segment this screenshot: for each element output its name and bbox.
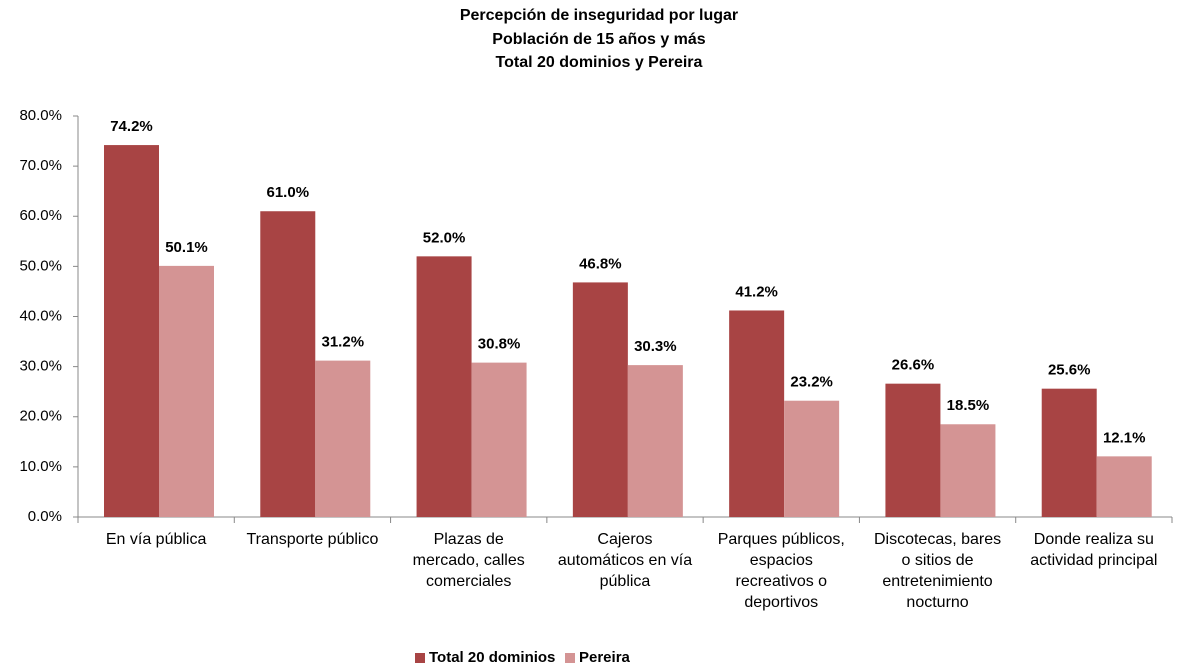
- bar: [572, 282, 628, 517]
- bar: [416, 256, 472, 517]
- data-label: 25.6%: [1048, 362, 1091, 379]
- chart-subtitle: Población de 15 años y más: [492, 31, 706, 48]
- bar: [627, 365, 683, 517]
- chart-subtitle: Total 20 dominios y Pereira: [496, 54, 703, 71]
- x-tick-label: Transporte público: [246, 531, 379, 548]
- y-tick-label: 50.0%: [19, 257, 62, 274]
- bar: [940, 424, 996, 517]
- x-tick-label: En vía pública: [105, 531, 207, 548]
- data-label: 46.8%: [579, 255, 622, 272]
- bar: [104, 145, 159, 517]
- y-tick-label: 10.0%: [19, 458, 62, 475]
- x-tick-label: Donde realiza su actividad principal: [1030, 531, 1158, 569]
- legend-label: Pereira: [579, 649, 631, 666]
- legend-label: Total 20 dominios: [429, 649, 555, 666]
- data-label: 26.6%: [892, 357, 935, 374]
- data-label: 12.1%: [1103, 429, 1146, 446]
- data-label: 18.5%: [947, 397, 990, 414]
- bar: [1096, 456, 1152, 517]
- x-tick-label: Parques públicos, espacios recreativos o…: [717, 531, 845, 611]
- bar: [729, 310, 785, 517]
- data-label: 30.8%: [478, 336, 521, 353]
- y-tick-label: 0.0%: [28, 508, 62, 525]
- data-label: 52.0%: [423, 229, 466, 246]
- legend-swatch: [565, 653, 575, 663]
- y-tick-label: 30.0%: [19, 358, 62, 375]
- y-tick-label: 20.0%: [19, 408, 62, 425]
- legend-swatch: [415, 653, 425, 663]
- bar: [885, 383, 941, 517]
- bar: [315, 360, 371, 517]
- y-tick-label: 40.0%: [19, 307, 62, 324]
- bar: [471, 362, 527, 517]
- chart-title: Percepción de inseguridad por lugar: [460, 7, 738, 24]
- bar: [784, 400, 840, 517]
- data-label: 23.2%: [790, 374, 833, 391]
- x-tick-label: Plazas de mercado, calles comerciales: [412, 531, 525, 590]
- data-label: 74.2%: [110, 118, 153, 135]
- bar: [1041, 388, 1097, 517]
- data-label: 31.2%: [322, 334, 365, 351]
- data-label: 41.2%: [735, 283, 778, 300]
- bar: [260, 211, 316, 518]
- data-label: 61.0%: [267, 184, 310, 201]
- y-tick-label: 60.0%: [19, 207, 62, 224]
- x-tick-label: Cajeros automáticos en vía pública: [557, 531, 693, 590]
- x-tick-label: Discotecas, bares o sitios de entretenim…: [873, 531, 1002, 611]
- data-label: 50.1%: [165, 239, 208, 256]
- y-tick-label: 80.0%: [19, 107, 62, 124]
- bar: [159, 265, 214, 517]
- y-tick-label: 70.0%: [19, 157, 62, 174]
- data-label: 30.3%: [634, 338, 677, 355]
